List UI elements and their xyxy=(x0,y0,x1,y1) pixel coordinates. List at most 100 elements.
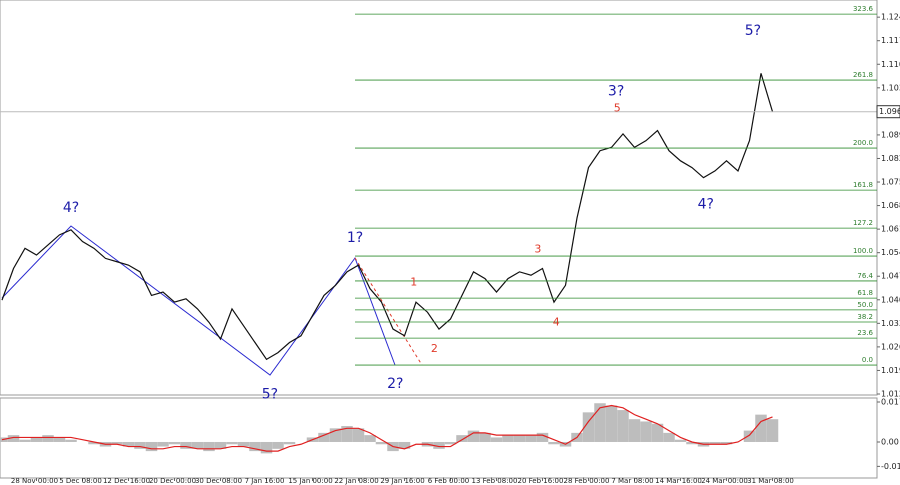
y-tick-label: 1.0827 xyxy=(881,154,900,163)
y-tick-label: 1.0407 xyxy=(881,295,900,304)
y-tick-label: 0.01754 xyxy=(881,398,900,407)
histogram-bar xyxy=(479,432,491,442)
fib-label: 50.0 xyxy=(857,301,873,309)
y-tick-label: 1.1037 xyxy=(881,83,900,92)
histogram-bar xyxy=(766,419,779,442)
price-line xyxy=(1,73,774,361)
fib-label: 23.6 xyxy=(857,329,873,337)
histogram-bar xyxy=(191,441,204,449)
x-tick-label: 20 Feb 16:00 xyxy=(518,477,564,485)
y-tick-label: 1.0687 xyxy=(881,201,900,210)
y-tick-label: 1.0617 xyxy=(881,225,900,234)
histogram-bar xyxy=(651,423,664,442)
last-price-box xyxy=(876,105,900,119)
wave-label: 5 xyxy=(614,101,621,114)
fib-label: 200.0 xyxy=(853,139,873,147)
histogram-bar xyxy=(605,405,618,442)
histogram-bar xyxy=(755,414,767,442)
last-price-label: 1.0966 xyxy=(879,107,900,116)
histogram-bar xyxy=(674,439,687,442)
y-tick-label: 1.0127 xyxy=(881,389,900,398)
histogram-bar xyxy=(157,441,169,447)
histogram-bar xyxy=(203,441,215,452)
x-tick-label: 14 Mar 16:00 xyxy=(655,477,702,485)
histogram-bar xyxy=(444,441,457,445)
y-tick-label: 1.0757 xyxy=(881,178,900,187)
histogram-bar xyxy=(7,435,20,442)
histogram-bar xyxy=(594,403,606,442)
wave-label: 1 xyxy=(410,276,417,289)
histogram-bar xyxy=(513,435,526,442)
histogram-bar xyxy=(709,441,721,445)
histogram-bar xyxy=(433,441,445,449)
y-tick-label: 1.1247 xyxy=(881,13,900,22)
x-tick-label: 31 Mar 08:00 xyxy=(747,477,794,485)
y-tick-label: 1.0267 xyxy=(881,342,900,351)
histogram-bar xyxy=(318,432,330,442)
histogram-bar xyxy=(226,441,238,445)
histogram-bar xyxy=(329,428,342,442)
histogram-bar xyxy=(42,435,54,442)
histogram-bar xyxy=(364,435,376,442)
histogram-bar xyxy=(168,441,181,445)
histogram-bar xyxy=(743,430,756,442)
histogram-bar xyxy=(686,441,698,445)
x-tick-label: 22 Jan 08:00 xyxy=(334,477,378,485)
histogram-bar xyxy=(134,441,146,449)
x-tick-label: 28 Nov 00:00 xyxy=(11,477,58,485)
y-tick-label: 1.1107 xyxy=(881,60,900,69)
wave-label: 4? xyxy=(698,197,714,213)
fib-label: 38.2 xyxy=(857,313,873,321)
histogram-bar xyxy=(272,441,284,449)
histogram-bar xyxy=(111,441,123,445)
histogram-bar xyxy=(30,437,43,442)
x-tick-label: 13 Feb 08:00 xyxy=(472,477,518,485)
y-tick-label: 1.0547 xyxy=(881,248,900,257)
main-panel xyxy=(0,0,878,396)
fib-label: 100.0 xyxy=(853,247,873,255)
x-tick-label: 7 Mar 08:00 xyxy=(611,477,653,485)
wave-label: 5? xyxy=(262,386,278,402)
histogram-bar xyxy=(352,428,365,442)
x-tick-label: 24 Mar 00:00 xyxy=(701,477,748,485)
histogram-bar xyxy=(53,437,66,442)
histogram-bar xyxy=(398,441,411,449)
histogram-bar xyxy=(628,419,641,442)
histogram-bar xyxy=(375,441,388,445)
y-tick-label: 1.0897 xyxy=(881,130,900,139)
fib-label: 76.4 xyxy=(857,272,873,280)
histogram-bar xyxy=(249,441,261,452)
wave-label: 4? xyxy=(63,200,79,216)
x-tick-label: 7 Jan 16:00 xyxy=(245,477,285,485)
x-tick-label: 6 Feb 00:00 xyxy=(428,477,469,485)
signal-line xyxy=(1,404,773,452)
x-tick-label: 12 Dec 16:00 xyxy=(103,477,150,485)
fib-label: 61.8 xyxy=(857,289,873,297)
histogram-bar xyxy=(237,441,250,447)
histogram-bar xyxy=(720,441,733,445)
wave-line xyxy=(1,225,396,376)
histogram-bar xyxy=(456,435,468,442)
y-tick-label: 1.0197 xyxy=(881,366,900,375)
fib-label: 261.8 xyxy=(853,71,873,79)
histogram-bar xyxy=(640,421,652,442)
histogram-bar xyxy=(180,441,192,449)
histogram-bar xyxy=(65,439,77,442)
fib-label: 0.0 xyxy=(862,356,873,364)
histogram-bar xyxy=(88,441,100,445)
fib-label: 161.8 xyxy=(853,181,873,189)
y-tick-label: 1.0337 xyxy=(881,319,900,328)
histogram-bar xyxy=(548,441,560,445)
fib-label: 323.6 xyxy=(853,5,874,13)
histogram-bar xyxy=(341,426,353,442)
histogram-bar xyxy=(525,435,537,442)
wave-label: 3 xyxy=(534,243,541,256)
x-tick-label: 15 Jan 00:00 xyxy=(288,477,332,485)
x-tick-label: 29 Jan 16:00 xyxy=(380,477,424,485)
x-tick-label: 28 Feb 00:00 xyxy=(564,477,610,485)
wave-label: 3? xyxy=(608,84,624,100)
histogram-bar xyxy=(122,441,135,447)
wave-label: 2? xyxy=(387,376,403,392)
histogram-bar xyxy=(260,441,273,454)
histogram-bar xyxy=(214,441,227,449)
